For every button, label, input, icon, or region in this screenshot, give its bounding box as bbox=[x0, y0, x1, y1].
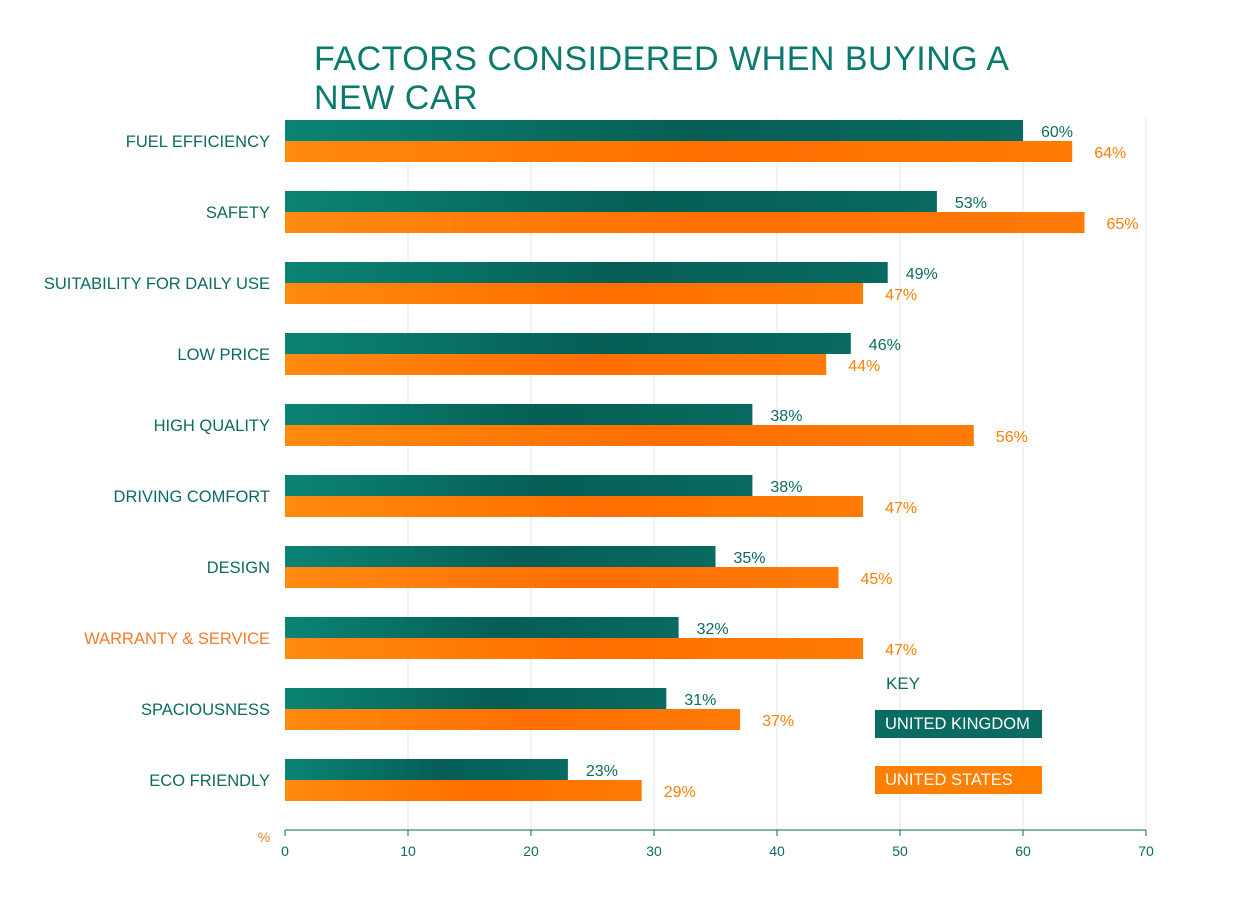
data-label-uk: 53% bbox=[955, 195, 987, 212]
legend-item-us: UNITED STATES bbox=[875, 766, 1042, 794]
bar-uk bbox=[285, 120, 1023, 141]
category-label: HIGH QUALITY bbox=[154, 417, 270, 435]
x-tick-label: 50 bbox=[892, 843, 908, 859]
category-label: SAFETY bbox=[206, 204, 270, 222]
data-label-us: 56% bbox=[996, 429, 1028, 446]
bar-us bbox=[285, 425, 974, 446]
legend: KEY UNITED KINGDOM UNITED STATES bbox=[875, 674, 1042, 794]
chart-title: FACTORS CONSIDERED WHEN BUYING A NEW CAR bbox=[314, 40, 1008, 117]
x-tick-label: 20 bbox=[523, 843, 539, 859]
data-label-uk: 23% bbox=[586, 763, 618, 780]
data-label-uk: 31% bbox=[684, 692, 716, 709]
data-label-uk: 49% bbox=[906, 266, 938, 283]
category-label: SUITABILITY FOR DAILY USE bbox=[44, 275, 270, 293]
unit-label: % bbox=[258, 829, 270, 845]
bar-uk bbox=[285, 333, 851, 354]
bar-us bbox=[285, 780, 642, 801]
data-label-us: 45% bbox=[861, 571, 893, 588]
data-label-us: 44% bbox=[848, 358, 880, 375]
data-label-uk: 38% bbox=[770, 408, 802, 425]
category-label: DESIGN bbox=[207, 559, 270, 577]
bar-us bbox=[285, 638, 864, 659]
bar-us bbox=[285, 283, 864, 304]
data-label-uk: 38% bbox=[770, 479, 802, 496]
data-label-uk: 35% bbox=[734, 550, 766, 567]
data-label-uk: 32% bbox=[697, 621, 729, 638]
bar-uk bbox=[285, 475, 753, 496]
category-label: DRIVING COMFORT bbox=[114, 488, 270, 506]
data-label-us: 29% bbox=[664, 784, 696, 801]
legend-title: KEY bbox=[886, 674, 921, 693]
bar-us bbox=[285, 212, 1085, 233]
data-label-us: 65% bbox=[1107, 216, 1139, 233]
category-label: FUEL EFFICIENCY bbox=[126, 133, 270, 151]
data-label-us: 47% bbox=[885, 642, 917, 659]
category-label: ECO FRIENDLY bbox=[149, 772, 270, 790]
x-tick-label: 10 bbox=[400, 843, 416, 859]
bar-us bbox=[285, 567, 839, 588]
category-label: WARRANTY & SERVICE bbox=[84, 630, 270, 648]
data-label-us: 64% bbox=[1094, 145, 1126, 162]
bar-us bbox=[285, 709, 741, 730]
category-label: SPACIOUSNESS bbox=[141, 701, 270, 719]
x-tick-label: 70 bbox=[1138, 843, 1154, 859]
x-tick-label: 0 bbox=[281, 843, 289, 859]
bar-uk bbox=[285, 191, 937, 212]
data-label-us: 47% bbox=[885, 500, 917, 517]
bar-uk bbox=[285, 759, 568, 780]
category-label: LOW PRICE bbox=[177, 346, 270, 364]
bar-uk bbox=[285, 404, 753, 425]
data-label-uk: 60% bbox=[1041, 124, 1073, 141]
x-tick-label: 30 bbox=[646, 843, 662, 859]
bar-uk bbox=[285, 617, 679, 638]
bar-uk bbox=[285, 546, 716, 567]
data-label-us: 37% bbox=[762, 713, 794, 730]
bar-uk bbox=[285, 688, 667, 709]
data-label-us: 47% bbox=[885, 287, 917, 304]
legend-item-uk: UNITED KINGDOM bbox=[875, 710, 1042, 738]
bar-us bbox=[285, 496, 864, 517]
data-label-uk: 46% bbox=[869, 337, 901, 354]
x-tick-label: 40 bbox=[769, 843, 785, 859]
bar-us bbox=[285, 354, 827, 375]
x-tick-label: 60 bbox=[1015, 843, 1031, 859]
bar-us bbox=[285, 141, 1073, 162]
bar-uk bbox=[285, 262, 888, 283]
